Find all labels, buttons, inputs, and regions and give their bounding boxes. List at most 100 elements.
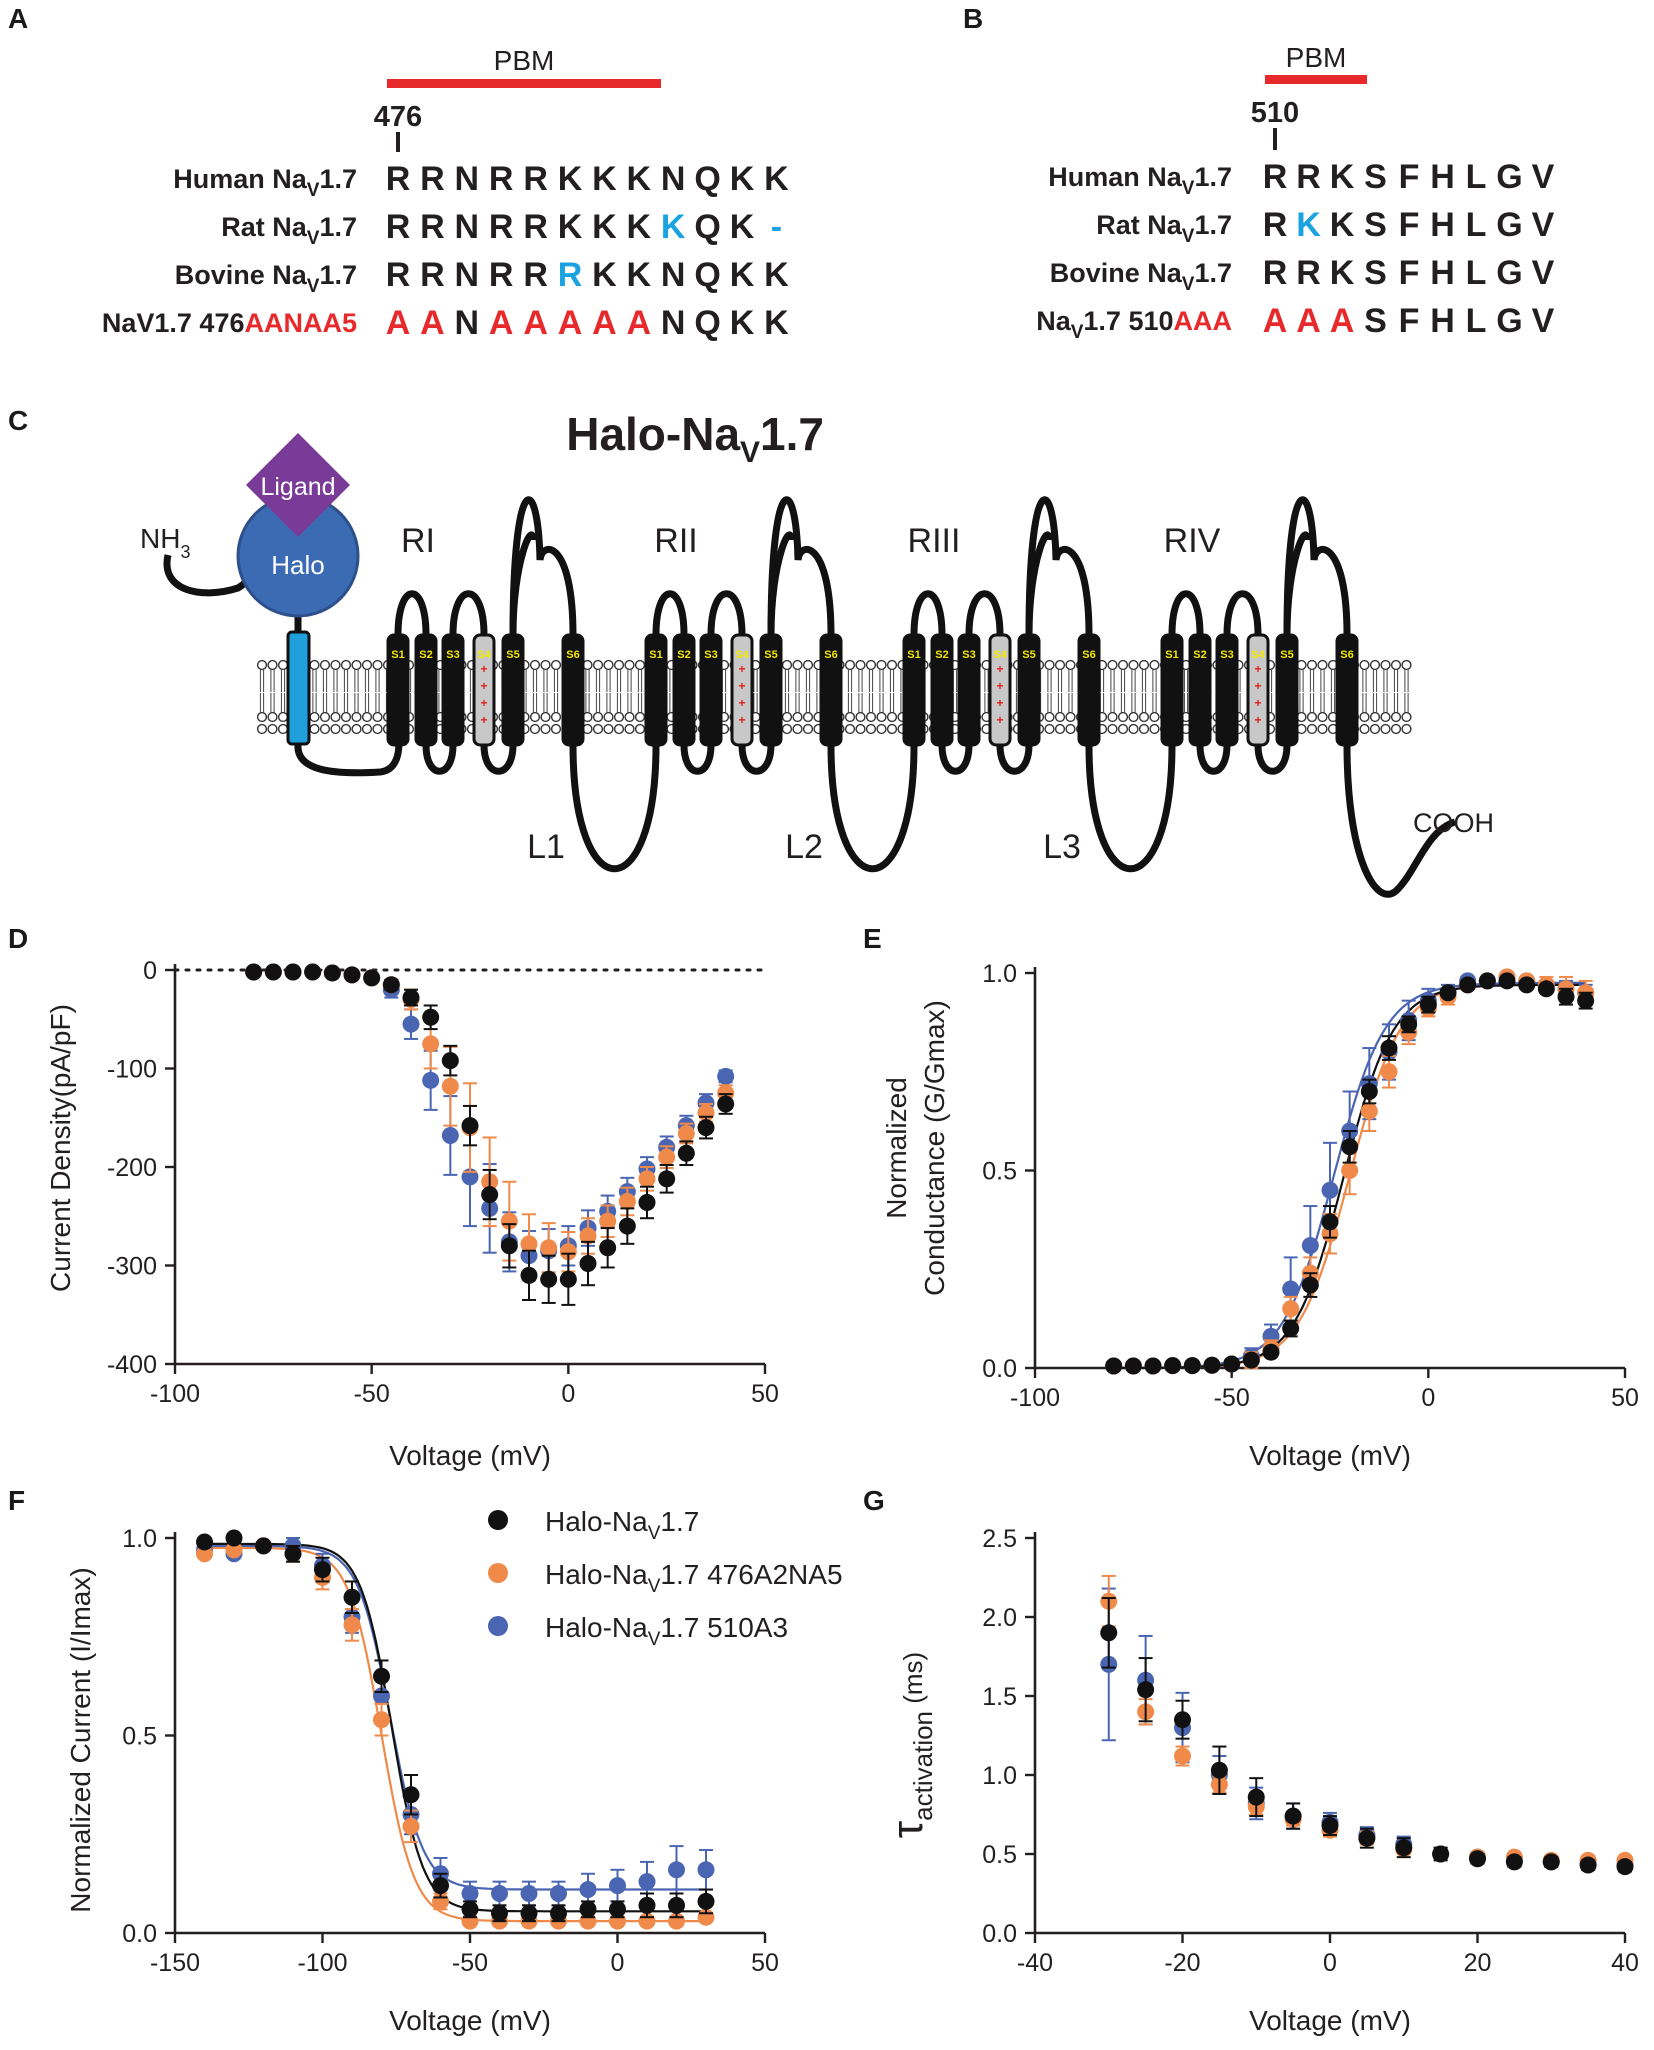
lipid-head xyxy=(1054,659,1066,671)
align-b-residue: L xyxy=(1466,254,1487,292)
loop-s3-s4 xyxy=(707,590,746,636)
align-b-residue: R xyxy=(1263,206,1288,244)
lipid-head xyxy=(865,723,877,735)
x-tick-label: -100 xyxy=(1010,1384,1060,1412)
align-b-residue: F xyxy=(1399,302,1420,340)
loop-s4-s5 xyxy=(480,744,517,775)
charge-plus: + xyxy=(996,679,1003,693)
data-point-black xyxy=(1262,1343,1280,1361)
y-tick-label: 2.0 xyxy=(982,1604,1017,1632)
lipid-head xyxy=(1128,711,1139,723)
align-b-residue: F xyxy=(1399,158,1420,196)
data-point-black xyxy=(1247,1788,1265,1806)
data-point-orange xyxy=(677,1125,695,1143)
lipid-head xyxy=(309,723,320,735)
lipid-head xyxy=(1117,711,1129,723)
chart-f-legend: Halo-NaV1.7 Halo-NaV1.7 476A2NA5 Halo-Na… xyxy=(488,1506,843,1650)
x-tick-label: 50 xyxy=(751,1949,779,1977)
align-a-residue: R xyxy=(420,160,445,198)
fit-curve-orange xyxy=(204,1546,706,1923)
data-point-black xyxy=(1341,1138,1359,1156)
data-point-blue xyxy=(441,1126,459,1144)
x-tick-label: -40 xyxy=(1017,1949,1053,1977)
pbm-label-b: PBM xyxy=(1286,42,1347,73)
halo-to-ri-loop xyxy=(294,734,403,777)
chart-g-xlabel: Voltage (mV) xyxy=(1249,2005,1411,2036)
data-point-blue xyxy=(638,1873,656,1891)
data-point-orange xyxy=(1341,1162,1359,1179)
lipid-head xyxy=(351,659,362,671)
chart-f-ylabel: Normalized Current (I/Imax) xyxy=(65,1567,96,1912)
data-point-orange xyxy=(559,1243,577,1261)
pbm-bar-a xyxy=(387,79,661,88)
loop-label: L1 xyxy=(527,828,565,866)
segment-label: S6 xyxy=(1082,649,1095,661)
segment-label: S1 xyxy=(649,649,662,661)
lipid-head xyxy=(886,711,898,723)
align-a-residue: K xyxy=(730,160,755,198)
data-point-black xyxy=(1577,992,1595,1010)
align-b-residue: L xyxy=(1466,158,1487,196)
x-tick-label: -50 xyxy=(452,1949,488,1977)
c-terminus-tail xyxy=(1343,744,1457,898)
data-point-blue xyxy=(609,1877,626,1895)
align-b-residue: V xyxy=(1532,254,1555,292)
lipid-head xyxy=(309,711,320,723)
lipid-head xyxy=(1149,723,1160,735)
align-b-residue: V xyxy=(1532,206,1555,244)
charge-plus: + xyxy=(996,662,1003,676)
segment-label: S4 xyxy=(477,649,491,661)
lipid-head xyxy=(802,659,814,671)
align-a-residue: R xyxy=(386,208,411,246)
data-point-blue xyxy=(491,1885,508,1902)
lipid-head xyxy=(277,659,289,671)
y-tick-label: 2.5 xyxy=(982,1525,1017,1553)
align-a-residue: K xyxy=(764,160,789,198)
data-point-orange xyxy=(196,1545,213,1563)
lipid-head xyxy=(256,723,268,735)
data-point-orange xyxy=(618,1192,636,1210)
chart-d-ylabel: Current Density(pA/pF) xyxy=(45,1004,76,1292)
x-tick-label: 20 xyxy=(1464,1949,1492,1977)
chart-e-ylabel-1: Normalized xyxy=(881,1077,912,1219)
loop-label: L2 xyxy=(785,828,823,866)
data-point-orange xyxy=(658,1148,676,1166)
pore-loop xyxy=(1283,496,1351,636)
data-point-black xyxy=(1579,1856,1597,1874)
align-a-residue: K xyxy=(627,160,652,198)
domain-label: RIII xyxy=(908,522,961,560)
data-point-orange xyxy=(343,1616,361,1634)
lipid-head xyxy=(1369,659,1381,671)
align-b-residue: A xyxy=(1296,302,1321,340)
lipid-head xyxy=(1401,711,1412,723)
data-point-orange xyxy=(599,1212,617,1230)
domain-label: RI xyxy=(401,522,435,560)
legend-label-halo: Halo-NaV1.7 xyxy=(545,1506,699,1544)
align-b-residue: G xyxy=(1496,254,1522,292)
x-tick-label: -100 xyxy=(297,1949,347,1977)
data-point-black xyxy=(550,1904,567,1922)
domain-label: RIV xyxy=(1164,522,1221,560)
lipid-head xyxy=(550,711,562,723)
align-a-residue: K xyxy=(558,208,583,246)
segment-s3 xyxy=(441,633,465,747)
data-point-orange xyxy=(540,1239,558,1257)
lipid-head xyxy=(1390,659,1402,671)
data-point-black xyxy=(1498,972,1516,990)
data-point-black xyxy=(1469,1850,1486,1868)
lipid-head xyxy=(256,711,268,723)
segment-s1 xyxy=(902,633,926,747)
data-point-black xyxy=(422,1008,440,1026)
lipid-head xyxy=(550,659,562,671)
data-point-black xyxy=(461,1117,479,1135)
segment-s1 xyxy=(1160,633,1184,747)
data-point-black xyxy=(373,1667,390,1685)
position-510: 510 xyxy=(1251,97,1299,129)
data-point-orange xyxy=(373,1711,390,1729)
lipid-head xyxy=(319,659,331,671)
data-point-black xyxy=(1183,1357,1201,1375)
data-point-black xyxy=(1518,976,1536,994)
segment-label: S3 xyxy=(446,649,459,661)
align-a-residue: - xyxy=(771,208,782,246)
legend-marker-blue xyxy=(488,1616,508,1636)
